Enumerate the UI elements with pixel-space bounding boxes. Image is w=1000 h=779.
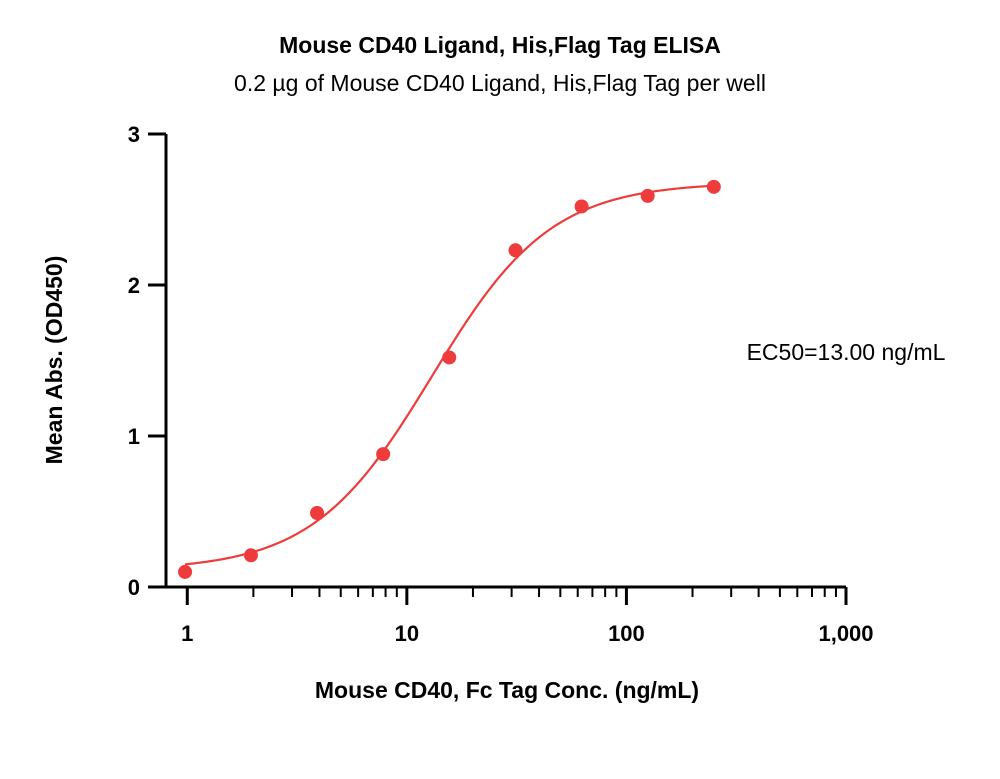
- data-point: [310, 506, 325, 521]
- chart-subtitle: 0.2 µg of Mouse CD40 Ligand, His,Flag Ta…: [234, 70, 766, 96]
- y-tick-label: 0: [128, 575, 140, 600]
- data-points-layer: [178, 179, 721, 579]
- y-tick-label: 2: [128, 273, 140, 298]
- fit-curve: [184, 184, 714, 566]
- data-point: [574, 199, 589, 214]
- axes: 0 1 2 3 1 10 100 1,000: [128, 122, 874, 646]
- data-point: [178, 564, 193, 579]
- y-axis-label: Mean Abs. (OD450): [41, 256, 67, 465]
- chart-title: Mouse CD40 Ligand, His,Flag Tag ELISA: [279, 32, 721, 58]
- x-tick-label: 1: [181, 621, 193, 646]
- data-point: [442, 350, 457, 365]
- x-tick-label: 1,000: [818, 621, 873, 646]
- x-axis-label: Mouse CD40, Fc Tag Conc. (ng/mL): [315, 677, 699, 703]
- x-tick-label: 100: [608, 621, 645, 646]
- data-point: [376, 447, 391, 462]
- data-point: [508, 243, 523, 258]
- ec50-annotation: EC50=13.00 ng/mL: [747, 339, 946, 365]
- y-tick-label: 1: [128, 424, 140, 449]
- x-tick-label: 10: [395, 621, 419, 646]
- data-point: [706, 179, 721, 194]
- fit-curve-layer: [184, 184, 714, 566]
- data-point: [243, 548, 258, 563]
- y-tick-label: 3: [128, 122, 140, 147]
- data-point: [640, 188, 655, 203]
